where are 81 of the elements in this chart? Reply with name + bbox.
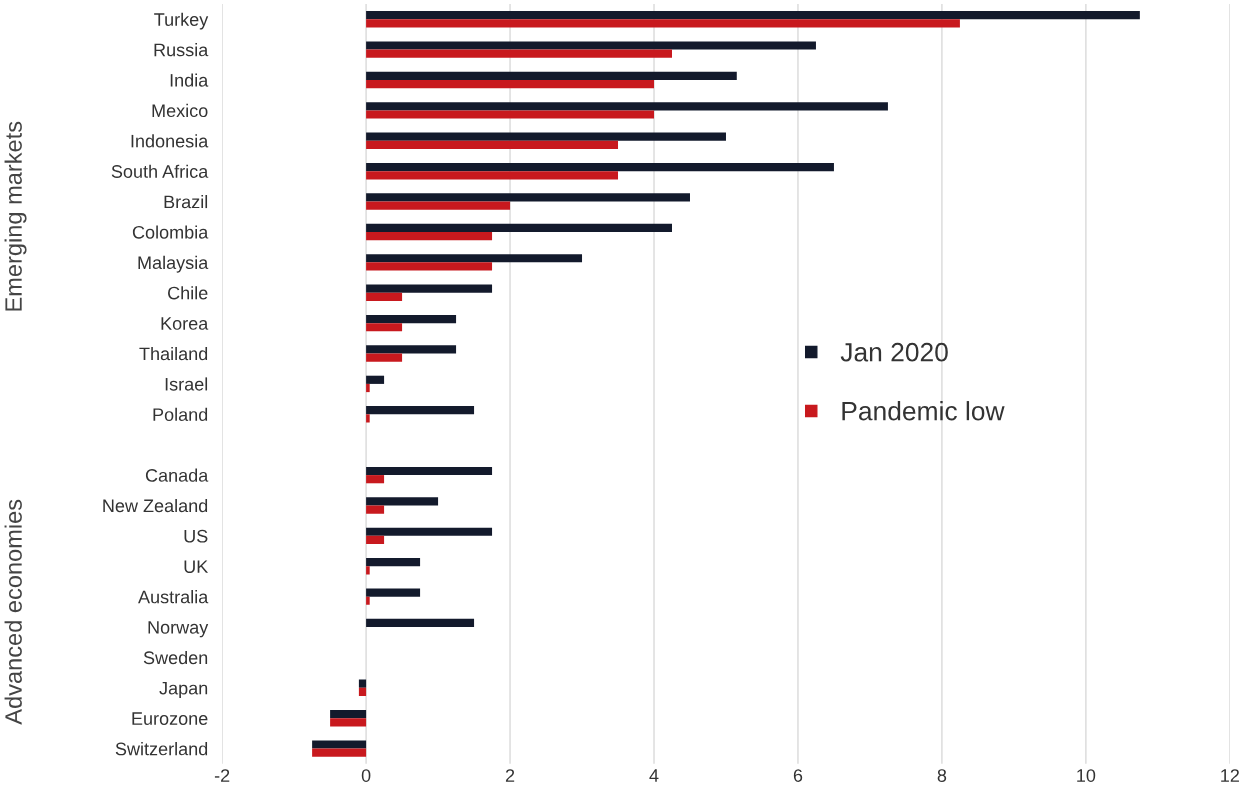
bar: [366, 475, 385, 484]
bar: [366, 254, 583, 263]
x-tick-label: 8: [937, 769, 947, 782]
y-tick-label: Chile: [168, 286, 208, 300]
y-tick-label: Japan: [159, 681, 208, 699]
x-tick-label: 2: [505, 769, 515, 782]
y-tick-label: Russia: [154, 43, 209, 57]
bar: [330, 718, 367, 727]
x-tick-label: 0: [361, 769, 371, 782]
bar: [366, 19, 960, 28]
bar: [366, 262, 493, 271]
y-tick-label: Malaysia: [138, 255, 209, 273]
y-tick-label: Switzerland: [115, 742, 208, 756]
bar: [366, 110, 655, 119]
y-tick-label: Australia: [138, 590, 209, 604]
bar: [366, 292, 403, 301]
bar: [366, 284, 493, 293]
bar: [366, 353, 403, 362]
bar: [366, 223, 672, 232]
y-tick-label: Mexico: [152, 103, 208, 118]
bar: [358, 679, 367, 688]
bar: [366, 345, 457, 354]
bar: [366, 49, 672, 58]
bar: [366, 466, 493, 476]
y-tick-label: India: [170, 73, 209, 87]
bar: [366, 588, 421, 597]
bar: [366, 566, 370, 575]
bar: [366, 414, 370, 423]
text: Advanced economies: [4, 499, 22, 725]
y-tick-label: South Africa: [111, 164, 209, 178]
y-tick-label: Thailand: [139, 346, 208, 361]
bar: [366, 80, 655, 89]
x-tick-label: 4: [649, 769, 659, 782]
x-tick-label: 10: [1077, 769, 1096, 782]
bar: [366, 102, 888, 111]
bar: [366, 71, 737, 80]
x-tick-label: 12: [1221, 769, 1239, 782]
y-tick-label: Colombia: [132, 225, 209, 239]
y-tick-label: New Zealand: [103, 498, 208, 513]
y-tick-label: Canada: [145, 468, 209, 482]
bar: [330, 710, 367, 719]
bar: [366, 171, 619, 180]
bar: [366, 314, 457, 324]
bar: [366, 535, 385, 545]
bar: [366, 162, 834, 172]
bar: [366, 231, 493, 241]
bar: [366, 132, 726, 141]
bar: [366, 375, 385, 384]
y-tick-label: Turkey: [154, 12, 209, 30]
y-tick-label: US: [184, 529, 208, 543]
bar: [366, 527, 493, 536]
y-tick-label: Poland: [153, 407, 208, 422]
bar: [358, 687, 367, 697]
y-tick-label: UK: [184, 560, 209, 573]
y-tick-label: Sweden: [143, 650, 208, 665]
bar: [366, 618, 475, 628]
x-tick-label: 6: [793, 769, 803, 782]
legend-label: Pandemic low: [842, 401, 1005, 421]
bar: [366, 323, 403, 332]
bar: [366, 383, 370, 393]
bar: [366, 505, 385, 514]
bar: [366, 558, 421, 567]
bar: [366, 193, 690, 202]
y-tick-label: Korea: [161, 317, 209, 330]
y-tick-label: Brazil: [164, 195, 208, 209]
legend-label: Jan 2020: [840, 342, 948, 362]
bar: [366, 497, 439, 506]
bar: [366, 201, 511, 210]
text: Emerging markets: [4, 121, 27, 311]
y-tick-label: Norway: [148, 621, 209, 638]
bar: [366, 406, 475, 415]
bar: [312, 740, 367, 749]
bar: [312, 748, 367, 757]
bar: [366, 596, 370, 605]
y-tick-label: Israel: [165, 377, 208, 391]
y-tick-label: Eurozone: [132, 712, 208, 725]
y-tick-label: Indonesia: [131, 134, 209, 148]
bar: [366, 41, 816, 50]
x-tick-label: -2: [214, 769, 230, 782]
bar: [366, 140, 619, 149]
bar: [366, 11, 1140, 20]
